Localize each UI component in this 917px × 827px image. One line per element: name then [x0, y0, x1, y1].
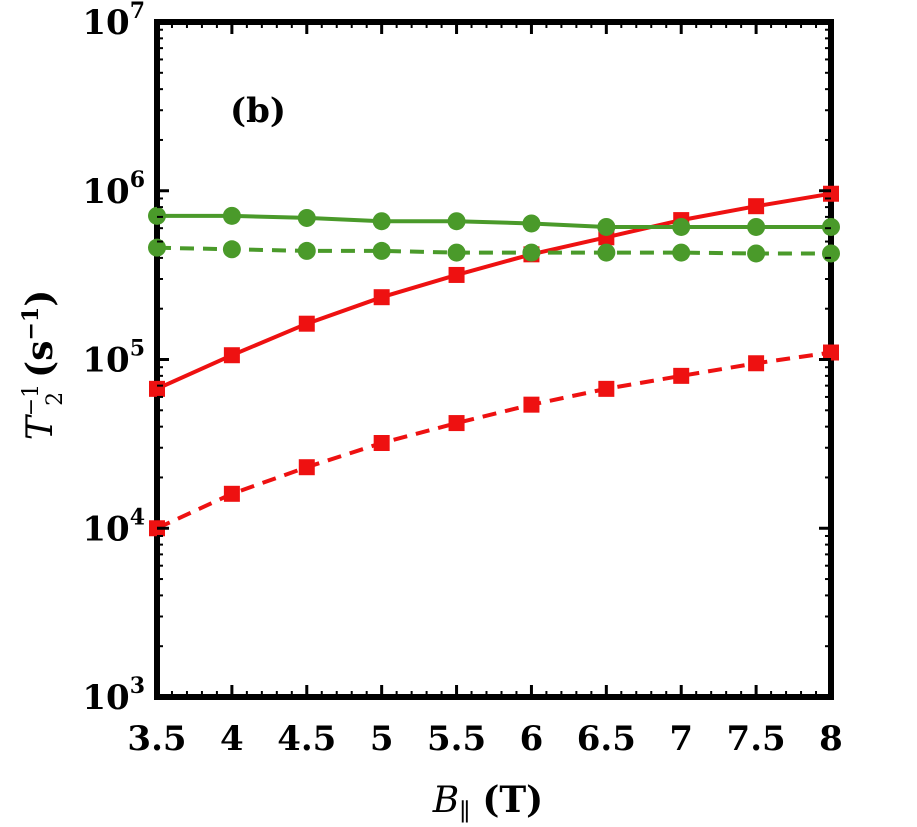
- y-axis-unit-close: ): [19, 290, 61, 307]
- x-tick-label: 6.5: [577, 719, 636, 759]
- data-point: [748, 355, 765, 372]
- y-tick-label: 103: [82, 673, 145, 718]
- data-point: [747, 244, 766, 263]
- data-point: [523, 396, 540, 413]
- y-tick-label: 104: [82, 504, 145, 549]
- x-tick-label: 5: [370, 719, 394, 759]
- x-axis-subscript: ∥: [459, 798, 470, 826]
- data-point: [448, 266, 465, 283]
- data-point: [597, 243, 616, 262]
- x-tick-label: 4.5: [277, 719, 336, 759]
- y-tick-label: 107: [82, 0, 145, 43]
- x-tick-label: 3.5: [127, 719, 186, 759]
- x-ticks: 3.5 4 4.5 5 5.5 6 6.5 7 7.5 8: [127, 22, 843, 759]
- data-point: [223, 485, 240, 502]
- series-layer: [148, 185, 840, 537]
- panel-label: (b): [230, 91, 286, 131]
- data-point: [372, 212, 391, 231]
- y-axis-label: T−12(s−1): [18, 290, 68, 441]
- y-tick-label: 106: [82, 167, 145, 212]
- data-point: [372, 241, 391, 260]
- data-point: [522, 243, 541, 262]
- data-point: [298, 315, 315, 332]
- x-axis-symbol: B: [432, 780, 459, 821]
- x-tick-label: 5.5: [427, 719, 486, 759]
- series-line: [156, 245, 831, 256]
- y-tick-label: 105: [82, 336, 145, 381]
- x-tick-label: 8: [819, 719, 843, 759]
- data-point: [522, 214, 541, 233]
- series-2: [149, 344, 839, 537]
- data-point: [222, 240, 241, 259]
- data-point: [672, 217, 691, 236]
- series-4: [148, 238, 840, 263]
- y-axis-superscript: −1: [19, 384, 44, 416]
- data-point: [448, 415, 465, 432]
- x-axis-unit: (T): [482, 779, 543, 821]
- data-point: [148, 206, 166, 225]
- data-point: [823, 344, 839, 361]
- data-point: [822, 244, 840, 263]
- data-point: [298, 459, 315, 476]
- x-tick-label: 7: [669, 719, 693, 759]
- data-point: [747, 217, 766, 236]
- data-point: [297, 241, 316, 260]
- data-point: [149, 380, 165, 397]
- x-tick-label: 6: [520, 719, 544, 759]
- data-point: [222, 206, 241, 225]
- series-line: [157, 213, 831, 229]
- data-point: [223, 347, 240, 364]
- data-point: [822, 217, 840, 236]
- series-line: [156, 191, 832, 391]
- series-line: [156, 350, 832, 531]
- series-3: [148, 206, 840, 236]
- data-point: [447, 212, 466, 231]
- y-axis-subscript: 2: [43, 392, 68, 406]
- y-axis-symbol: T: [20, 413, 61, 440]
- y-ticks: 103 104 105 106 107: [82, 0, 831, 718]
- y-axis-unit-superscript: −1: [18, 307, 44, 341]
- data-point: [748, 198, 765, 215]
- data-point: [597, 217, 616, 236]
- data-point: [447, 243, 466, 262]
- data-point: [373, 435, 390, 452]
- x-tick-label: 4: [220, 719, 244, 759]
- data-point: [148, 238, 166, 257]
- data-point: [598, 380, 615, 397]
- x-axis-label: B∥ (T): [432, 779, 543, 826]
- data-point: [673, 367, 690, 384]
- data-point: [297, 208, 316, 227]
- data-point: [373, 289, 390, 306]
- x-tick-label: 7.5: [727, 719, 786, 759]
- data-point: [672, 243, 691, 262]
- y-axis-unit: (s: [19, 341, 61, 378]
